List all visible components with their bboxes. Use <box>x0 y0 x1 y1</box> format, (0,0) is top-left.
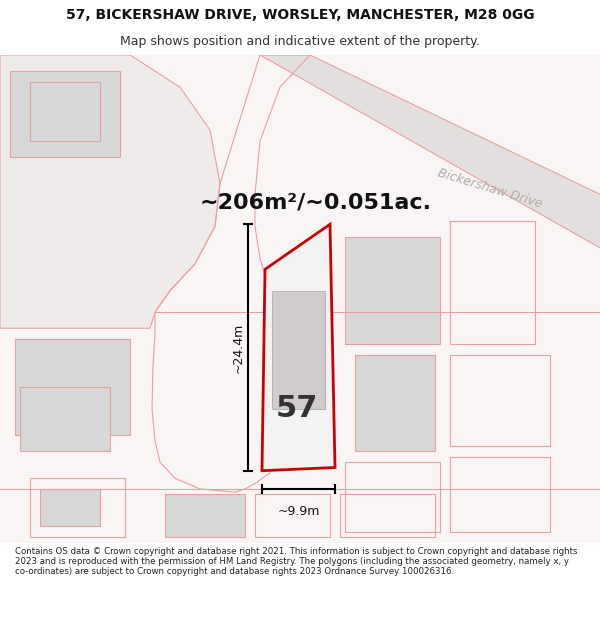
Bar <box>450 457 550 532</box>
Bar <box>10 71 120 157</box>
Bar <box>355 355 435 451</box>
Bar <box>40 489 100 526</box>
Text: Contains OS data © Crown copyright and database right 2021. This information is : Contains OS data © Crown copyright and d… <box>15 547 577 576</box>
Bar <box>165 494 245 537</box>
Bar <box>255 494 330 537</box>
Bar <box>20 387 110 451</box>
Polygon shape <box>0 55 220 328</box>
Text: Bickershaw Drive: Bickershaw Drive <box>436 167 544 211</box>
Polygon shape <box>272 291 325 409</box>
Text: ~9.9m: ~9.9m <box>277 505 320 518</box>
Bar <box>30 82 100 141</box>
Text: Map shows position and indicative extent of the property.: Map shows position and indicative extent… <box>120 35 480 48</box>
Bar <box>345 462 440 532</box>
Polygon shape <box>260 55 600 248</box>
Bar <box>30 478 125 537</box>
Text: ~206m²/~0.051ac.: ~206m²/~0.051ac. <box>200 193 432 213</box>
Bar <box>340 494 435 537</box>
Text: 57: 57 <box>276 394 318 423</box>
Bar <box>450 355 550 446</box>
Bar <box>345 237 440 344</box>
Bar <box>15 339 130 436</box>
Bar <box>450 221 535 344</box>
Text: 57, BICKERSHAW DRIVE, WORSLEY, MANCHESTER, M28 0GG: 57, BICKERSHAW DRIVE, WORSLEY, MANCHESTE… <box>65 8 535 22</box>
Text: ~24.4m: ~24.4m <box>232 322 245 372</box>
Polygon shape <box>262 224 335 471</box>
